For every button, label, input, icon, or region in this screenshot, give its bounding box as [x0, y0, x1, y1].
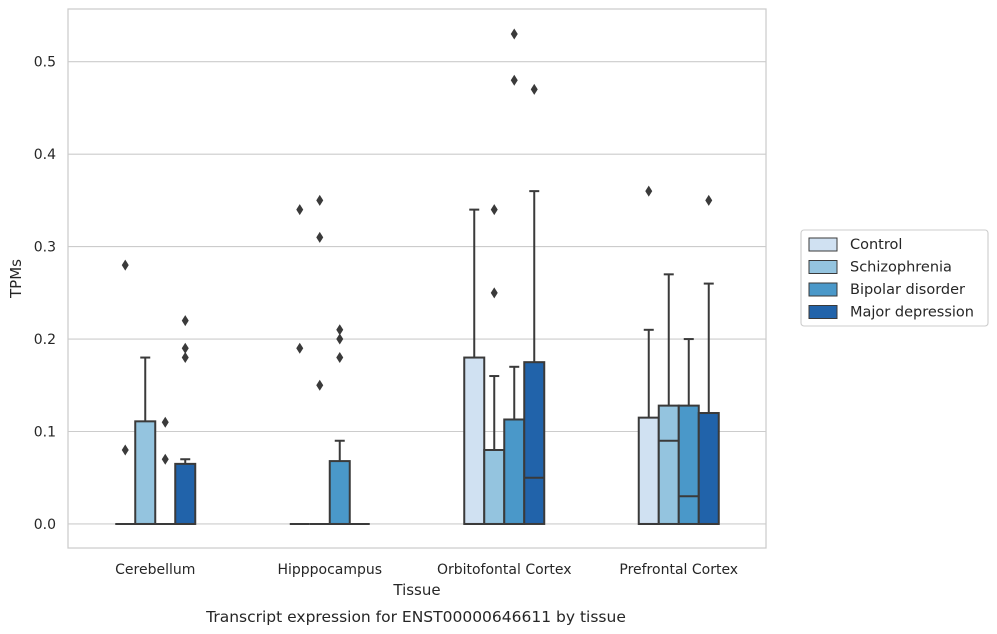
box-schizophrenia [657, 273, 680, 525]
box-body [328, 460, 351, 525]
outlier-point [316, 194, 324, 206]
outlier-point [121, 444, 129, 456]
outlier-point [490, 204, 498, 216]
legend-frame [800, 229, 989, 327]
y-tick-label: 0.5 [34, 55, 56, 71]
outlier-point [181, 352, 189, 364]
outlier-point [336, 333, 344, 345]
x-tick-label: Cerebellum [115, 562, 195, 578]
legend-label: Major depression [850, 305, 974, 321]
x-axis-label: Tissue [392, 581, 440, 599]
box-major-depression [174, 315, 197, 525]
y-axis-label: TPMs [7, 259, 25, 299]
box-schizophrenia [309, 194, 330, 525]
legend-label: Control [850, 237, 902, 253]
outlier-point [316, 379, 324, 391]
legend-swatch [808, 282, 838, 297]
box-major-depression [523, 83, 546, 525]
box-body [483, 449, 506, 525]
outlier-point [121, 259, 129, 271]
x-tick-labels: Cerebellum Hipppocampus Orbitofontal Corte… [115, 562, 738, 578]
box-body [677, 404, 700, 525]
box-control [115, 259, 136, 525]
y-tick-labels: 0.0 0.1 0.2 0.3 0.4 0.5 [34, 55, 56, 533]
box-control [289, 204, 310, 525]
box-body [697, 412, 720, 525]
box-control [463, 208, 486, 525]
outlier-point [181, 342, 189, 354]
box-control [637, 185, 660, 525]
box-schizophrenia [483, 204, 506, 525]
box-body [174, 462, 197, 525]
x-tick-label: Prefrontal Cortex [619, 562, 738, 578]
box-body [657, 404, 680, 525]
y-tick-label: 0.1 [34, 425, 56, 441]
legend-swatch [808, 237, 838, 252]
outlier-point [161, 416, 169, 428]
outlier-point [705, 194, 713, 206]
y-tick-label: 0.2 [34, 332, 56, 348]
y-tick-label: 0.3 [34, 240, 56, 256]
box-bipolar-disorder [155, 416, 176, 525]
outlier-point [530, 83, 538, 95]
legend-item: Schizophrenia [808, 260, 952, 276]
outlier-point [490, 287, 498, 299]
plot-frame [67, 8, 767, 549]
box-body [134, 420, 157, 525]
legend: Control Schizophrenia Bipolar disorder Majo… [800, 229, 989, 327]
y-tick-label: 0.0 [34, 517, 56, 533]
x-tick-label: Orbitofontal Cortex [437, 562, 572, 578]
legend-label: Schizophrenia [850, 260, 952, 276]
outlier-point [181, 315, 189, 327]
legend-swatch [808, 305, 838, 319]
outlier-point [645, 185, 653, 197]
box-groups [115, 28, 720, 525]
outlier-point [336, 352, 344, 364]
legend-item: Bipolar disorder [808, 282, 965, 298]
box-major-depression [697, 194, 720, 525]
box-body [523, 361, 546, 525]
box-bipolar-disorder [503, 28, 526, 525]
outlier-point [296, 342, 304, 354]
outlier-point [336, 324, 344, 336]
chart-caption: Transcript expression for ENST0000064661… [205, 608, 626, 626]
box-schizophrenia [134, 356, 157, 525]
outlier-point [510, 74, 518, 86]
outlier-point [161, 453, 169, 465]
box-body [503, 418, 526, 525]
box-body [637, 416, 660, 525]
box-body [463, 356, 486, 525]
box-bipolar-disorder [328, 324, 351, 525]
outlier-point [510, 28, 518, 40]
legend-item: Control [808, 237, 902, 253]
x-tick-label: Hipppocampus [277, 562, 382, 578]
legend-item: Major depression [808, 305, 974, 321]
legend-label: Bipolar disorder [850, 282, 965, 298]
legend-swatch [808, 260, 838, 274]
outlier-point [296, 204, 304, 216]
y-tick-label: 0.4 [34, 147, 56, 163]
box-bipolar-disorder [677, 338, 700, 525]
outlier-point [316, 231, 324, 243]
